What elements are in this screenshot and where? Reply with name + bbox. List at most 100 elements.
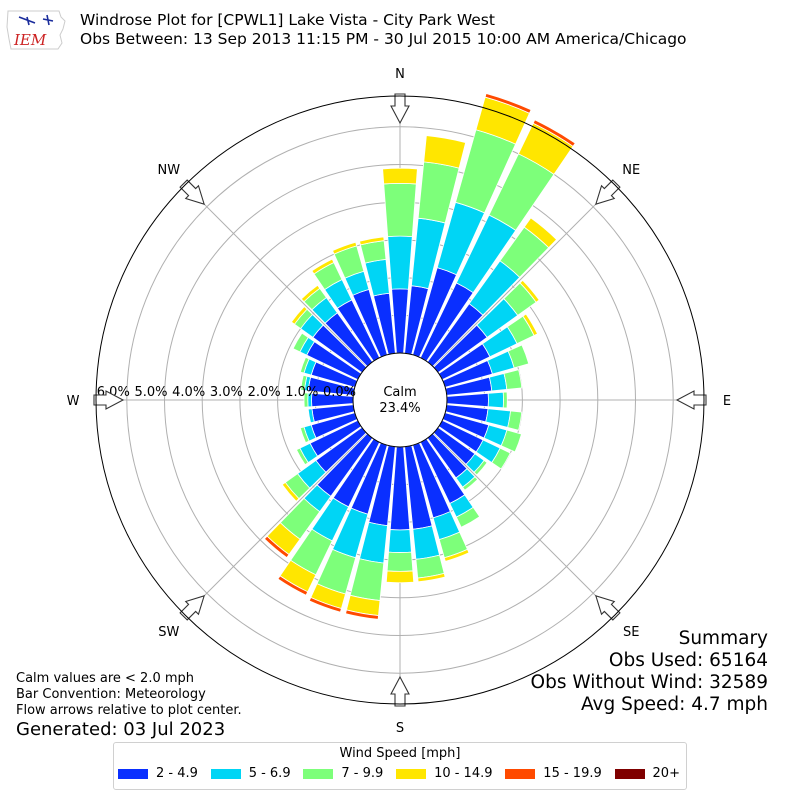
legend-item: 7 - 9.9 bbox=[303, 766, 383, 781]
windrose-bar-segment bbox=[359, 236, 385, 246]
direction-markers: N NE E SE S SW W NW bbox=[67, 67, 732, 736]
windrose-bar-segment bbox=[383, 182, 417, 238]
windrose-bar-segment bbox=[385, 570, 415, 584]
summary-heading: Summary bbox=[678, 628, 768, 649]
flow-arrow bbox=[390, 675, 410, 707]
windrose-bar-segment bbox=[519, 279, 540, 303]
windrose-bar-segment bbox=[299, 426, 310, 444]
windrose-bar-segment bbox=[507, 344, 530, 369]
windrose-bar-segment bbox=[277, 575, 309, 596]
windrose-bar-segment bbox=[455, 506, 481, 528]
windrose-bar-segment bbox=[332, 241, 358, 255]
legend-item: 5 - 6.9 bbox=[210, 766, 291, 781]
windrose-bar-segment bbox=[500, 429, 522, 453]
grid-spoke bbox=[184, 184, 401, 401]
windrose-bar-segment bbox=[502, 391, 508, 409]
windrose-bar-segment bbox=[412, 525, 441, 560]
calm-note: Calm values are < 2.0 mph bbox=[16, 671, 195, 686]
generated-date: Generated: 03 Jul 2023 bbox=[16, 719, 226, 740]
windrose-bar-segment bbox=[308, 596, 342, 613]
legend-swatch bbox=[505, 768, 536, 779]
windrose-bar-segment bbox=[532, 119, 576, 147]
obs-without-wind: Obs Without Wind: 32589 bbox=[530, 672, 768, 693]
legend-swatch bbox=[396, 768, 427, 779]
windrose-bar-segment bbox=[387, 235, 413, 290]
windrose-bar-segment bbox=[307, 408, 315, 424]
direction-label: E bbox=[723, 394, 731, 409]
windrose-bar-segment bbox=[311, 258, 335, 275]
chart-overlay: Calm 23.4% bbox=[352, 352, 448, 448]
direction-label: SE bbox=[623, 625, 639, 640]
legend-label: 7 - 9.9 bbox=[341, 766, 384, 781]
calm-value: 23.4% bbox=[379, 401, 420, 416]
legend-items: 2 - 4.9 5 - 6.9 7 - 9.9 10 - 14.9 15 - 19.9 2… bbox=[114, 761, 686, 781]
radial-tick-label: 3.0% bbox=[210, 385, 243, 400]
bar-convention-note: Bar Convention: Meteorology bbox=[16, 687, 206, 702]
windrose-bar-segment bbox=[386, 551, 414, 572]
windrose-bar-segment bbox=[523, 217, 558, 249]
grid-spoke bbox=[184, 399, 401, 616]
direction-label: W bbox=[67, 394, 80, 409]
legend-label: 2 - 4.9 bbox=[156, 766, 198, 781]
radial-tick-label: 4.0% bbox=[172, 385, 205, 400]
windrose-bar-segment bbox=[382, 167, 418, 185]
windrose-bar-segment bbox=[295, 447, 309, 466]
flow-arrows-note: Flow arrows relative to plot center. bbox=[16, 703, 242, 718]
direction-label: S bbox=[396, 721, 404, 736]
footnotes: Calm values are < 2.0 mph Bar Convention… bbox=[16, 671, 242, 719]
windrose-bar-segment bbox=[503, 369, 523, 390]
radial-tick-label: 0.0% bbox=[323, 385, 356, 400]
legend-swatch bbox=[614, 768, 645, 779]
windrose-bar-segment bbox=[290, 306, 308, 325]
chart-header: Windrose Plot for [CPWL1] Lake Vista - C… bbox=[80, 11, 687, 49]
windrose-bar-segment bbox=[300, 284, 321, 303]
chart-title: Windrose Plot for [CPWL1] Lake Vista - C… bbox=[80, 11, 495, 29]
windrose-bar-segment bbox=[488, 373, 508, 392]
windrose-bar-segment bbox=[484, 92, 532, 114]
grid-spoke bbox=[399, 399, 616, 616]
windrose-bars bbox=[263, 92, 576, 620]
flow-arrow bbox=[390, 93, 410, 125]
logo-wind-glyph bbox=[18, 14, 54, 26]
summary-block: Summary Obs Used: 65164 Obs Without Wind… bbox=[531, 628, 768, 716]
legend-item: 20+ bbox=[614, 766, 680, 781]
direction-label: SW bbox=[158, 625, 179, 640]
direction-label: NW bbox=[157, 163, 180, 178]
chart-subtitle: Obs Between: 13 Sep 2013 11:15 PM - 30 J… bbox=[80, 30, 687, 48]
legend-item: 10 - 14.9 bbox=[396, 766, 493, 781]
legend-swatch bbox=[303, 768, 334, 779]
radial-tick-labels: 0.0%1.0%2.0%3.0%4.0%5.0%6.0% bbox=[97, 385, 356, 400]
obs-used: Obs Used: 65164 bbox=[608, 650, 768, 671]
windrose-bar-segment bbox=[485, 408, 511, 428]
logo-text: IEM bbox=[13, 31, 47, 49]
iem-logo: IEM bbox=[6, 10, 66, 50]
calm-label: Calm bbox=[383, 385, 416, 400]
flow-arrow bbox=[675, 390, 707, 410]
legend-item: 2 - 4.9 bbox=[118, 766, 198, 781]
windrose-bar-segment bbox=[300, 374, 308, 391]
legend-swatch bbox=[118, 768, 148, 779]
windrose-bar-segment bbox=[491, 447, 511, 470]
windrose-bar-segment bbox=[462, 476, 479, 491]
windrose-bar-segment bbox=[507, 410, 523, 431]
legend-swatch bbox=[210, 768, 241, 779]
windrose-bar-segment bbox=[349, 558, 385, 602]
direction-label: N bbox=[395, 67, 405, 82]
windrose-bar-segment bbox=[388, 529, 412, 553]
radial-tick-label: 1.0% bbox=[285, 385, 318, 400]
windrose-bar-segment bbox=[281, 481, 300, 502]
radial-tick-label: 5.0% bbox=[134, 385, 167, 400]
windrose-bar-segment bbox=[522, 313, 539, 337]
legend-title: Wind Speed [mph] bbox=[339, 746, 461, 761]
avg-speed: Avg Speed: 4.7 mph bbox=[580, 694, 768, 715]
legend-item: 15 - 19.9 bbox=[505, 766, 602, 781]
legend-label: 20+ bbox=[652, 766, 680, 781]
legend-label: 5 - 6.9 bbox=[248, 766, 291, 781]
windrose-bar-segment bbox=[345, 609, 379, 620]
outer-frame bbox=[95, 95, 705, 705]
legend-label: 15 - 19.9 bbox=[543, 766, 602, 781]
windrose-bar-segment bbox=[423, 135, 467, 169]
iowa-outline bbox=[6, 10, 66, 50]
windrose-bar-segment bbox=[299, 356, 310, 374]
